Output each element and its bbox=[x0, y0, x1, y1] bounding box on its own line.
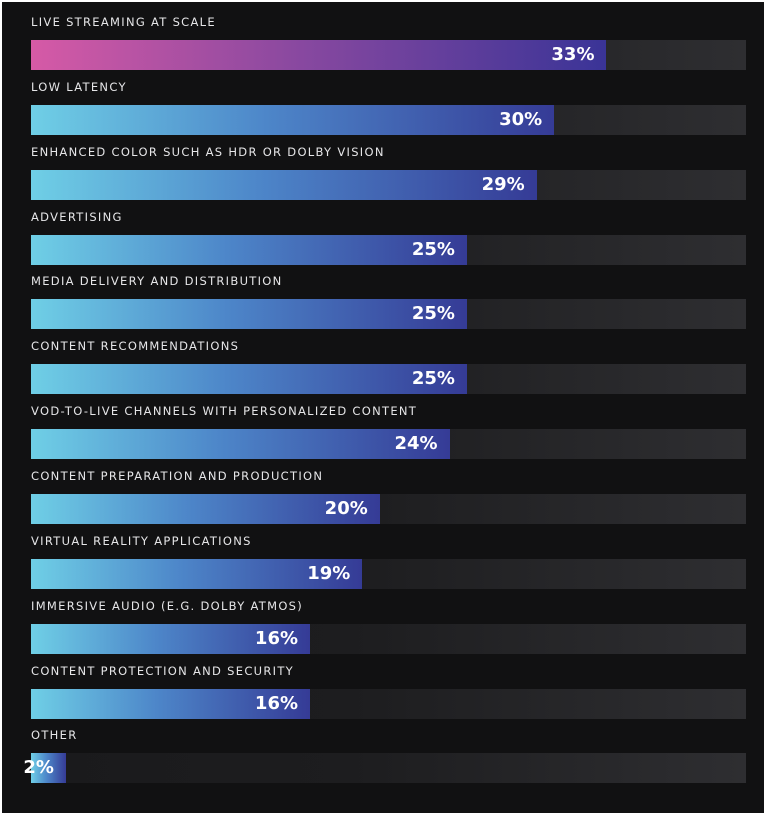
bar-track: 30% bbox=[31, 104, 746, 135]
bar-value-label: 24% bbox=[394, 433, 438, 455]
bar-label: CONTENT RECOMMENDATIONS bbox=[31, 339, 240, 354]
bar-value-label: 33% bbox=[551, 44, 595, 65]
bar-label: OTHER bbox=[31, 728, 78, 743]
bar-value-label: 30% bbox=[499, 108, 543, 130]
bar-label: IMMERSIVE AUDIO (E.G. DOLBY ATMOS) bbox=[31, 598, 304, 613]
bar-label: LOW LATENCY bbox=[31, 79, 127, 94]
bar: 16% bbox=[31, 623, 311, 654]
bar-label: CONTENT PROTECTION AND SECURITY bbox=[31, 663, 295, 678]
bar-track: 20% bbox=[31, 493, 746, 524]
bar: 25% bbox=[31, 299, 467, 330]
bar-value-label: 29% bbox=[481, 173, 525, 195]
bar-track: 25% bbox=[31, 364, 746, 395]
bar-value-label: 19% bbox=[307, 562, 351, 584]
bar: 16% bbox=[31, 688, 311, 719]
bar-label: MEDIA DELIVERY AND DISTRIBUTION bbox=[31, 274, 283, 289]
bar-track: 16% bbox=[31, 688, 746, 719]
bar: 2% bbox=[23, 753, 66, 784]
bar: 20% bbox=[31, 493, 380, 524]
bar-track: 25% bbox=[31, 234, 746, 265]
bar-value-label: 20% bbox=[324, 497, 368, 519]
bar-label: ADVERTISING bbox=[31, 209, 123, 224]
bar-value-label: 16% bbox=[254, 627, 299, 649]
bar: 19% bbox=[31, 558, 363, 589]
bar-track: 2% bbox=[23, 753, 746, 784]
bar-value-label: 16% bbox=[254, 692, 299, 714]
bar-label: LIVE STREAMING AT SCALE bbox=[31, 15, 216, 29]
bar: 24% bbox=[31, 429, 450, 460]
bar: 33% bbox=[31, 40, 607, 70]
bar-label: VIRTUAL REALITY APPLICATIONS bbox=[31, 533, 252, 548]
bar-label: VOD-TO-LIVE CHANNELS WITH PERSONALIZED C… bbox=[31, 404, 418, 419]
bar-track: 24% bbox=[31, 429, 746, 460]
bar: 25% bbox=[31, 234, 467, 265]
bar-track: 29% bbox=[31, 169, 746, 200]
bar-track: 33% bbox=[31, 40, 746, 70]
bar-value-label: 25% bbox=[411, 368, 455, 390]
bar: 29% bbox=[31, 169, 537, 200]
bar-label: ENHANCED COLOR SUCH AS HDR OR DOLBY VISI… bbox=[31, 144, 385, 159]
bar: 30% bbox=[31, 104, 555, 135]
bar-value-label: 25% bbox=[411, 238, 455, 260]
bar-track: 19% bbox=[31, 558, 746, 589]
bar-value-label: 2% bbox=[23, 757, 54, 779]
bar-track: 25% bbox=[31, 299, 746, 330]
bar-value-label: 25% bbox=[411, 303, 455, 325]
bar-track: 16% bbox=[31, 623, 746, 654]
bar: 25% bbox=[31, 364, 467, 395]
bar-label: CONTENT PREPARATION AND PRODUCTION bbox=[31, 468, 324, 483]
